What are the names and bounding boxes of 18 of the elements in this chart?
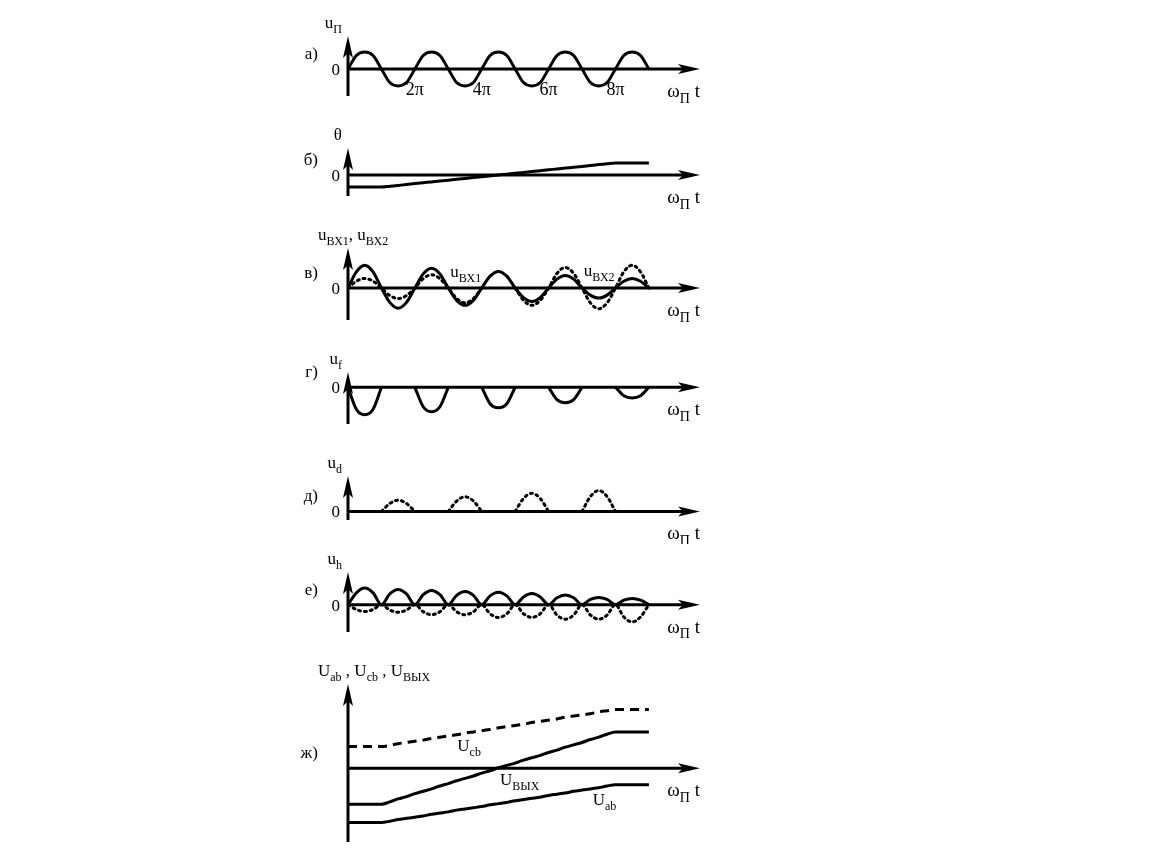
text: 0 xyxy=(331,279,340,299)
x-tick-label: 6π xyxy=(539,79,558,99)
text: г) xyxy=(305,362,319,382)
text: б) xyxy=(303,150,318,169)
text: 0 xyxy=(331,166,340,185)
x-tick-label: 8π xyxy=(606,79,625,99)
text: 0 xyxy=(331,595,340,615)
x-tick-label: 4π xyxy=(472,79,491,99)
text: ж) xyxy=(299,743,319,763)
y-axis-title: θ xyxy=(333,125,343,144)
text: в) xyxy=(304,263,319,283)
text: 0 xyxy=(331,60,340,79)
text: 0 xyxy=(331,502,340,522)
text: д) xyxy=(303,486,318,506)
x-tick-label: 2π xyxy=(405,79,424,99)
text: 0 xyxy=(331,378,340,398)
text: а) xyxy=(304,44,319,63)
text: е) xyxy=(304,579,319,599)
